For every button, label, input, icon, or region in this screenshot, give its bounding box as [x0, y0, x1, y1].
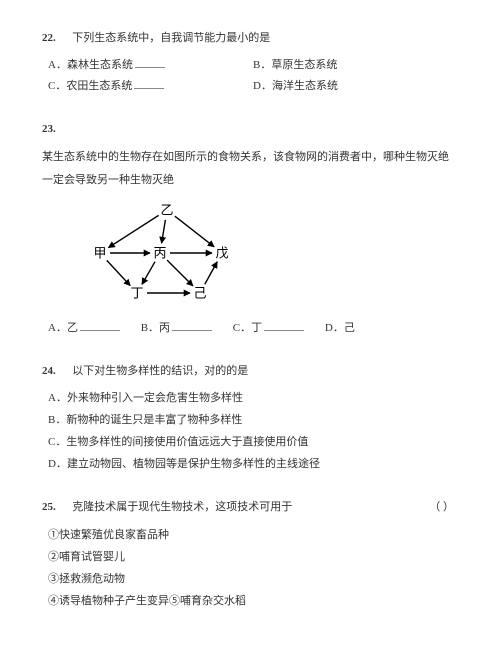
blank: [135, 56, 165, 68]
q24-option-c: C．生物多样性的间接使用价值远远大于直接使用价值: [48, 431, 458, 453]
q23-diagram: 乙甲 丙 戊丁 己: [82, 198, 252, 316]
q23-stem: 某生态系统中的生物存在如图所示的食物关系，该食物网的消费者中，哪种生物灭绝一定会…: [42, 146, 458, 192]
svg-text:乙: 乙: [160, 202, 173, 217]
question-23: 23.: [42, 119, 458, 140]
svg-text:甲: 甲: [93, 245, 106, 260]
q23-option-a: A．乙: [48, 322, 122, 334]
q25-stem: 克隆技术属于现代生物技术，这项技术可用于: [72, 501, 292, 513]
q22-option-a: A．森林生态系统: [48, 55, 253, 76]
question-24: 24. 以下对生物多样性的结识，对的的是: [42, 361, 458, 382]
blank: [172, 319, 212, 331]
svg-text:丁: 丁: [130, 285, 143, 300]
q22-stem: 下列生态系统中，自我调节能力最小的是: [72, 32, 270, 44]
q24-option-a: A．外来物种引入一定会危害生物多样性: [48, 387, 458, 409]
blank: [80, 319, 120, 331]
q25-item-1: ①快速繁殖优良家畜品种: [48, 524, 458, 546]
q22-number: 22.: [42, 32, 56, 44]
q24-option-d: D．建立动物园、植物园等是保护生物多样性的主线途径: [48, 453, 458, 475]
q25-item-4: ④诱导植物种子产生变异⑤哺育杂交水稻: [48, 590, 458, 612]
q22-option-d: D．海洋生态系统: [253, 76, 458, 97]
q25-number: 25.: [42, 501, 56, 513]
q24-option-b: B．新物种的诞生只是丰富了物种多样性: [48, 409, 458, 431]
q23-option-b: B．丙: [141, 322, 214, 334]
q22-option-c: C．农田生态系统: [48, 76, 253, 97]
question-25: 25. 克隆技术属于现代生物技术，这项技术可用于 （ ）: [42, 497, 458, 518]
q25-item-3: ③拯救濒危动物: [48, 568, 458, 590]
q22-options: A．森林生态系统 B．草原生态系统 C．农田生态系统 D．海洋生态系统: [48, 55, 458, 97]
q23-number: 23.: [42, 123, 56, 135]
q24-stem: 以下对生物多样性的结识，对的的是: [72, 365, 248, 377]
svg-text:戊: 戊: [215, 245, 228, 260]
q23-option-d: D．己: [325, 322, 355, 334]
svg-text:丙: 丙: [153, 245, 166, 260]
question-22: 22. 下列生态系统中，自我调节能力最小的是: [42, 28, 458, 49]
q25-paren: （ ）: [429, 497, 454, 518]
q22-option-b: B．草原生态系统: [253, 55, 458, 76]
blank: [264, 319, 304, 331]
blank: [134, 77, 164, 89]
q24-number: 24.: [42, 365, 56, 377]
q24-options: A．外来物种引入一定会危害生物多样性 B．新物种的诞生只是丰富了物种多样性 C．…: [42, 387, 458, 475]
q25-items: ①快速繁殖优良家畜品种 ②哺育试管婴儿 ③拯救濒危动物 ④诱导植物种子产生变异⑤…: [42, 524, 458, 612]
svg-text:己: 己: [193, 285, 206, 300]
q23-option-c: C．丁: [233, 322, 306, 334]
q25-item-2: ②哺育试管婴儿: [48, 546, 458, 568]
food-web-diagram: 乙甲 丙 戊丁 己: [82, 198, 252, 308]
q23-options: A．乙 B．丙 C．丁 D．己: [48, 318, 458, 339]
